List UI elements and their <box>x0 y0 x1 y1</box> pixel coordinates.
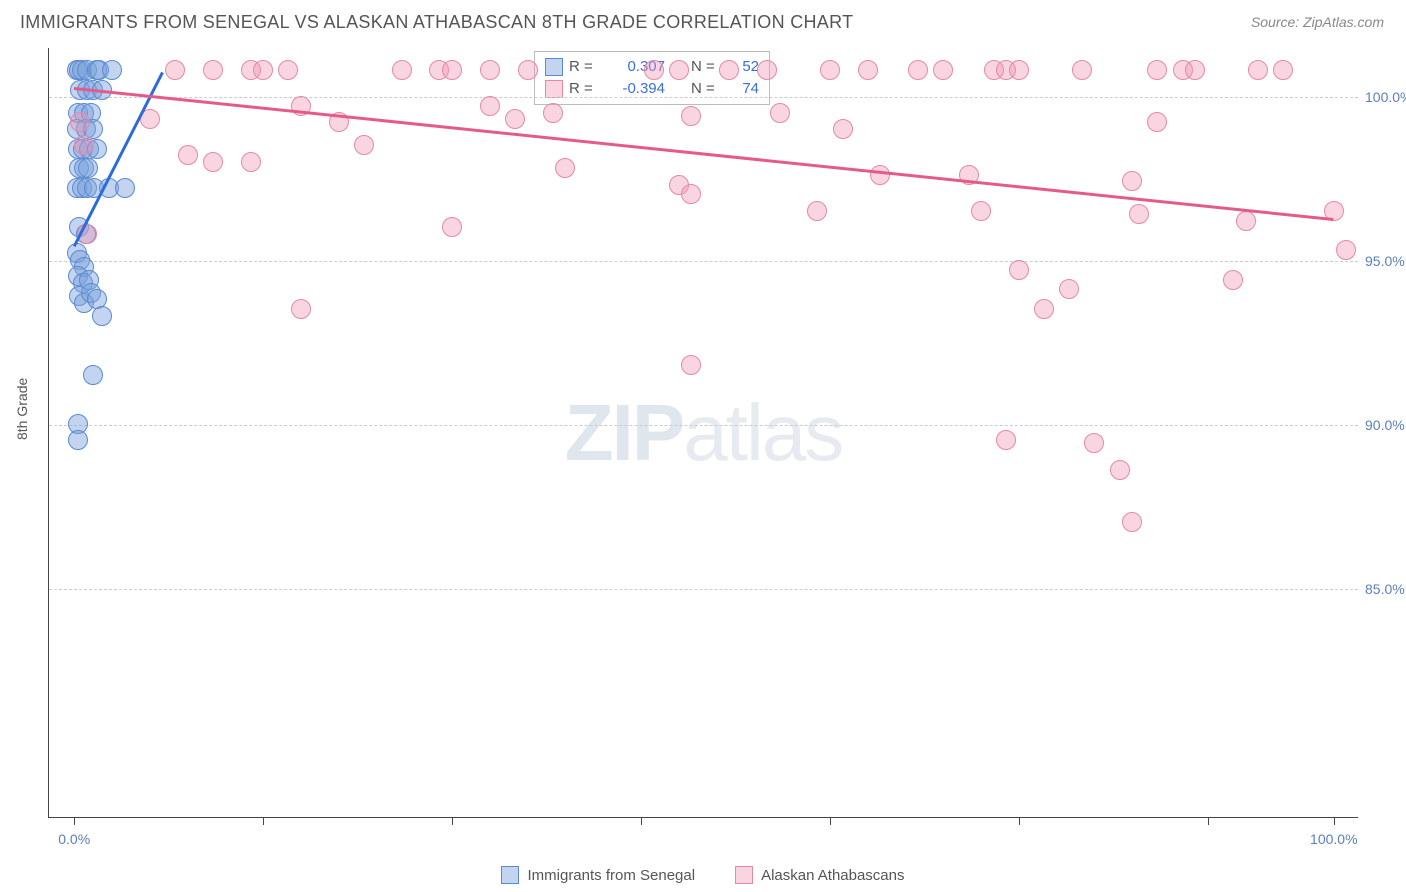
data-point <box>1009 260 1029 280</box>
y-tick-label: 95.0% <box>1365 253 1406 269</box>
data-point <box>392 60 412 80</box>
x-tick-label: 100.0% <box>1310 831 1357 847</box>
x-tick <box>1019 817 1020 825</box>
data-point <box>165 60 185 80</box>
legend-item: Immigrants from Senegal <box>501 866 695 884</box>
legend-label: Immigrants from Senegal <box>527 867 695 884</box>
data-point <box>74 135 94 155</box>
x-tick <box>830 817 831 825</box>
data-point <box>1122 171 1142 191</box>
legend-item: Alaskan Athabascans <box>735 866 904 884</box>
data-point <box>102 60 122 80</box>
data-point <box>681 106 701 126</box>
data-point <box>203 152 223 172</box>
x-tick <box>1334 817 1335 825</box>
data-point <box>70 112 90 132</box>
data-point <box>543 103 563 123</box>
chart-title: IMMIGRANTS FROM SENEGAL VS ALASKAN ATHAB… <box>20 12 853 33</box>
data-point <box>1336 240 1356 260</box>
data-point <box>933 60 953 80</box>
data-point <box>480 96 500 116</box>
x-tick-label: 0.0% <box>58 831 90 847</box>
data-point <box>1273 60 1293 80</box>
data-point <box>870 165 890 185</box>
data-point <box>354 135 374 155</box>
legend-swatch <box>545 80 563 98</box>
data-point <box>1009 60 1029 80</box>
data-point <box>78 158 98 178</box>
legend-label: Alaskan Athabascans <box>761 867 904 884</box>
data-point <box>253 60 273 80</box>
data-point <box>278 60 298 80</box>
data-point <box>442 217 462 237</box>
data-point <box>820 60 840 80</box>
legend-swatch <box>501 866 519 884</box>
watermark: ZIPatlas <box>565 387 842 479</box>
gridline <box>49 97 1358 98</box>
x-tick <box>641 817 642 825</box>
data-point <box>644 60 664 80</box>
data-point <box>178 145 198 165</box>
data-point <box>442 60 462 80</box>
legend-swatch <box>545 58 563 76</box>
data-point <box>1084 433 1104 453</box>
data-point <box>480 60 500 80</box>
data-point <box>1129 204 1149 224</box>
data-point <box>1110 460 1130 480</box>
source-label: Source: ZipAtlas.com <box>1251 14 1384 30</box>
data-point <box>1059 279 1079 299</box>
data-point <box>681 184 701 204</box>
data-point <box>669 60 689 80</box>
legend-swatch <box>735 866 753 884</box>
data-point <box>833 119 853 139</box>
data-point <box>505 109 525 129</box>
data-point <box>1185 60 1205 80</box>
data-point <box>68 430 88 450</box>
data-point <box>518 60 538 80</box>
x-tick <box>452 817 453 825</box>
series-legend: Immigrants from Senegal Alaskan Athabasca… <box>48 866 1358 884</box>
data-point <box>203 60 223 80</box>
y-tick-label: 85.0% <box>1365 581 1406 597</box>
data-point <box>681 355 701 375</box>
x-tick <box>263 817 264 825</box>
data-point <box>770 103 790 123</box>
watermark-rest: atlas <box>683 388 842 477</box>
x-tick <box>1208 817 1209 825</box>
n-label: N = <box>691 56 723 78</box>
scatter-plot-area: ZIPatlas R =0.307N =52R =-0.394N =74 85.… <box>48 48 1358 818</box>
data-point <box>115 178 135 198</box>
data-point <box>1147 112 1167 132</box>
data-point <box>971 201 991 221</box>
data-point <box>1122 512 1142 532</box>
data-point <box>92 306 112 326</box>
gridline <box>49 261 1358 262</box>
data-point <box>291 299 311 319</box>
data-point <box>1147 60 1167 80</box>
gridline <box>49 589 1358 590</box>
data-point <box>858 60 878 80</box>
y-tick-label: 90.0% <box>1365 417 1406 433</box>
x-tick <box>74 817 75 825</box>
r-label: R = <box>569 56 601 78</box>
data-point <box>241 152 261 172</box>
watermark-bold: ZIP <box>565 388 683 477</box>
data-point <box>1248 60 1268 80</box>
data-point <box>1236 211 1256 231</box>
data-point <box>1223 270 1243 290</box>
data-point <box>1072 60 1092 80</box>
data-point <box>757 60 777 80</box>
data-point <box>807 201 827 221</box>
data-point <box>83 365 103 385</box>
y-tick-label: 100.0% <box>1365 89 1406 105</box>
data-point <box>555 158 575 178</box>
trend-line <box>74 87 1334 221</box>
data-point <box>996 430 1016 450</box>
data-point <box>908 60 928 80</box>
gridline <box>49 425 1358 426</box>
data-point <box>1034 299 1054 319</box>
data-point <box>719 60 739 80</box>
y-axis-label: 8th Grade <box>14 378 30 440</box>
